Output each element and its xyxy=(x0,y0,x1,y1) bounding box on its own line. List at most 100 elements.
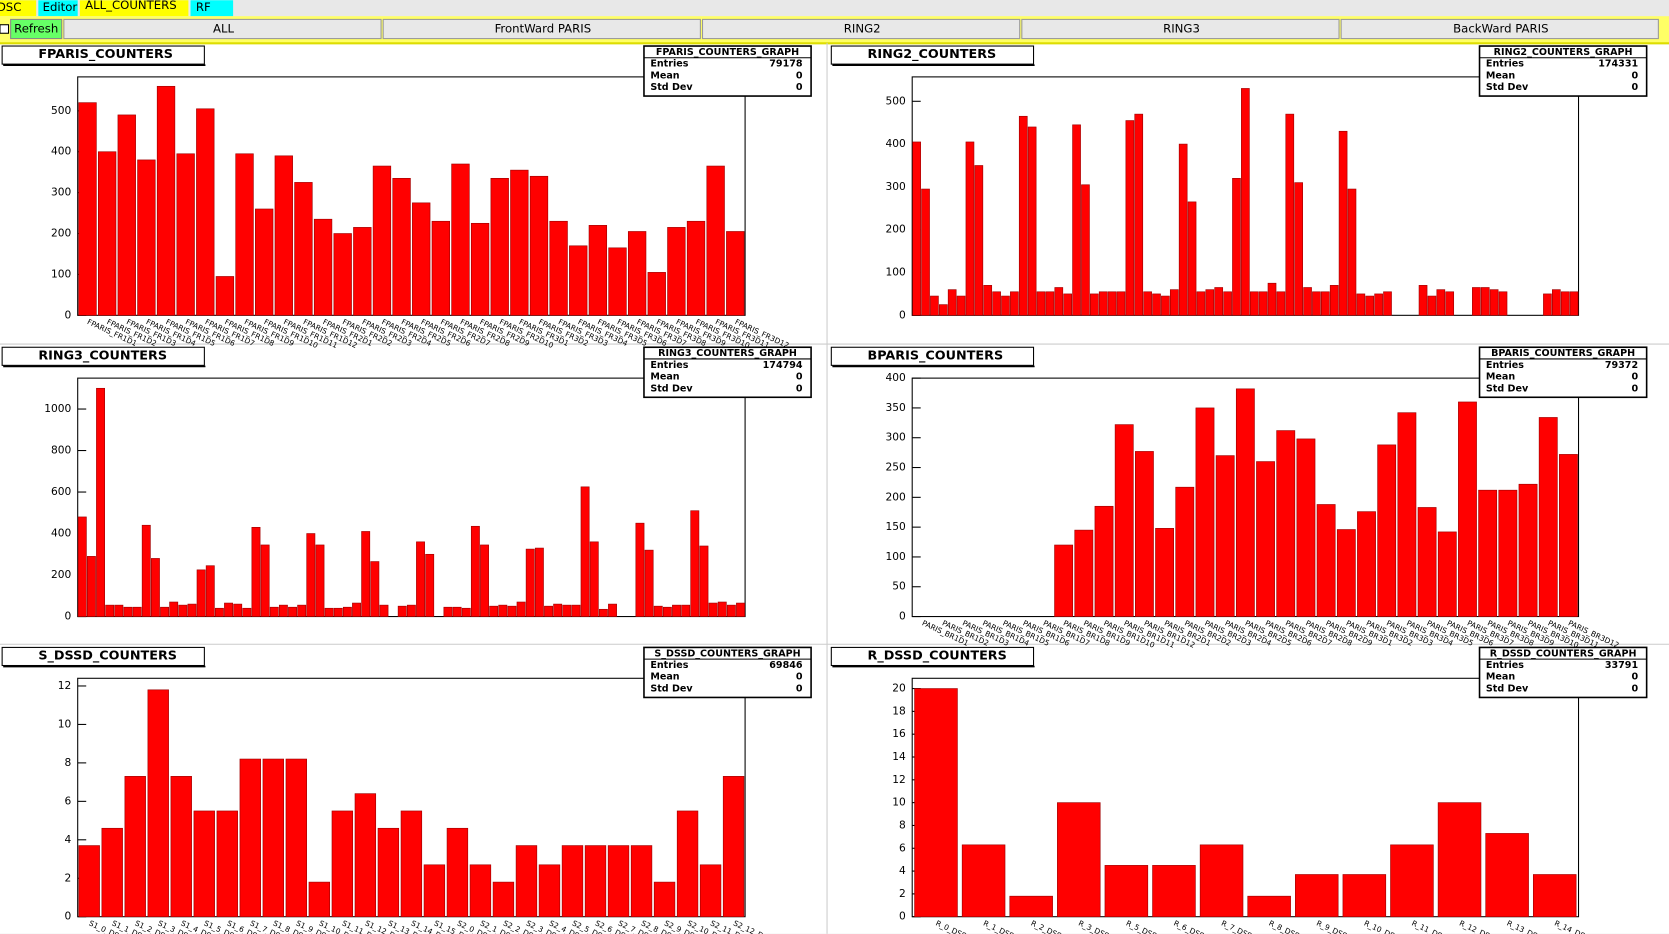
tab[interactable] xyxy=(190,0,234,17)
bar xyxy=(269,606,279,617)
bar xyxy=(215,276,235,316)
bar xyxy=(1054,287,1064,316)
bar xyxy=(498,604,508,617)
stats-label: Mean xyxy=(1486,70,1515,81)
bar xyxy=(1417,507,1437,617)
bar xyxy=(1098,291,1108,316)
y-tick-label: 10 xyxy=(892,796,906,809)
bar xyxy=(1329,285,1339,316)
bar xyxy=(1214,287,1224,316)
stats-box xyxy=(1478,45,1648,97)
bar xyxy=(1072,124,1081,316)
y-tick-label: 200 xyxy=(886,223,907,236)
y-tick-label: 250 xyxy=(886,461,907,474)
bar xyxy=(196,569,206,617)
bar xyxy=(354,793,377,918)
bar xyxy=(361,531,371,617)
bar xyxy=(1155,528,1175,617)
tab[interactable] xyxy=(79,0,189,17)
button[interactable] xyxy=(1021,18,1340,40)
bar xyxy=(308,881,331,918)
bar xyxy=(1256,461,1275,617)
bar xyxy=(627,231,647,316)
bar xyxy=(1195,407,1215,617)
bar xyxy=(607,845,630,918)
bar xyxy=(489,605,499,617)
bar xyxy=(461,607,471,617)
y-tick-label: 600 xyxy=(51,485,72,498)
stats-value: 174794 xyxy=(763,360,803,371)
bar xyxy=(1347,188,1357,316)
tab[interactable] xyxy=(0,0,37,17)
bar xyxy=(101,827,123,918)
button[interactable] xyxy=(701,18,1021,40)
tab-label: ALL_COUNTERS xyxy=(85,0,177,12)
bar xyxy=(294,182,313,316)
bar xyxy=(331,810,354,918)
button[interactable] xyxy=(63,18,382,40)
y-tick-label: 400 xyxy=(51,145,72,158)
title-box xyxy=(1,646,205,667)
bar xyxy=(370,561,380,617)
bar xyxy=(588,225,608,316)
bar xyxy=(1114,424,1134,617)
button[interactable] xyxy=(1340,18,1659,40)
bar xyxy=(1009,895,1053,918)
bar xyxy=(1303,287,1312,316)
y-tick-label: 200 xyxy=(886,490,907,503)
bar xyxy=(1338,130,1348,316)
checkbox[interactable] xyxy=(0,24,10,34)
bar xyxy=(377,827,400,918)
y-tick-label: 500 xyxy=(886,94,907,107)
bar xyxy=(423,864,446,918)
y-tick-label: 800 xyxy=(51,444,72,457)
bar xyxy=(515,845,538,918)
bar xyxy=(297,604,307,617)
stats-label: Std Dev xyxy=(1486,683,1529,694)
bar xyxy=(1377,444,1397,617)
button-label: RING2 xyxy=(844,21,881,35)
bar xyxy=(690,510,700,617)
bar xyxy=(1107,291,1117,316)
bar xyxy=(722,776,745,918)
bar xyxy=(653,881,676,918)
stats-label: Std Dev xyxy=(650,683,693,694)
stats-label: Entries xyxy=(1486,59,1524,70)
stats-label: Mean xyxy=(1486,372,1515,383)
chart-title: S_DSSD_COUNTERS xyxy=(38,648,177,663)
tab-label: RF xyxy=(196,0,211,14)
bar xyxy=(333,233,352,316)
bar xyxy=(342,606,352,617)
button[interactable] xyxy=(382,18,701,40)
y-tick-label: 300 xyxy=(51,186,72,199)
y-tick-label: 0 xyxy=(65,308,72,321)
bar xyxy=(196,108,215,316)
bar xyxy=(137,159,156,316)
stats-value: 0 xyxy=(1631,82,1638,93)
y-tick-label: 8 xyxy=(899,818,906,831)
bar xyxy=(1294,182,1303,316)
bar xyxy=(598,608,608,617)
bar xyxy=(187,603,197,617)
tab-label: DSC xyxy=(0,0,21,14)
y-tick-label: 100 xyxy=(886,550,907,563)
bar xyxy=(961,844,1006,918)
stats-title: R_DSSD_COUNTERS_GRAPH xyxy=(1490,648,1637,659)
tab[interactable] xyxy=(38,0,78,17)
bar xyxy=(956,295,966,316)
bar xyxy=(452,606,462,617)
bar xyxy=(169,601,179,617)
bar xyxy=(178,604,188,617)
bar xyxy=(667,227,686,316)
stats-label: Entries xyxy=(650,660,688,671)
bar xyxy=(96,387,105,617)
y-tick-label: 200 xyxy=(51,568,72,581)
bar xyxy=(379,604,389,617)
refresh-button[interactable] xyxy=(10,18,63,40)
bar xyxy=(912,141,921,316)
bar xyxy=(78,845,100,918)
bar xyxy=(662,606,672,617)
bar xyxy=(1445,291,1455,316)
bar xyxy=(492,881,515,918)
